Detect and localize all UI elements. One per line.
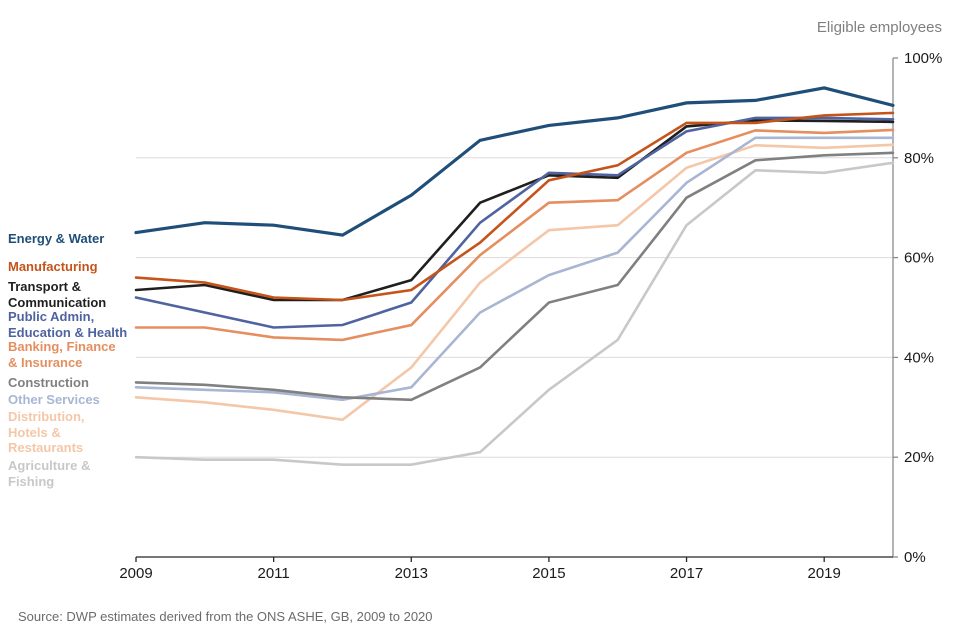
legend-label-energy-water: Energy & Water (8, 231, 105, 246)
line-construction (134, 151, 895, 402)
x-tick-label-2013: 2013 (395, 565, 428, 582)
line-energy-water (134, 86, 895, 237)
legend-label-construction: Construction (8, 375, 89, 390)
y-tick-label-80: 80% (904, 150, 934, 167)
legend-label-other-services: Other Services (8, 392, 100, 407)
x-tick-label-2011: 2011 (258, 565, 290, 582)
x-tick-label-2017: 2017 (670, 565, 703, 582)
legend-label-distribution-hotels-restaurants: Distribution, Hotels & Restaurants (8, 409, 85, 455)
y-tick-label-100: 100% (904, 50, 942, 67)
x-tick-label-2009: 2009 (119, 565, 152, 582)
line-banking-finance-insurance (134, 128, 895, 342)
y-tick-label-60: 60% (904, 250, 934, 267)
line-agriculture-fishing (134, 161, 895, 467)
source-note: Source: DWP estimates derived from the O… (18, 609, 433, 624)
x-tick-label-2019: 2019 (807, 565, 840, 582)
legend-label-public-admin-education-health: Public Admin, Education & Health (8, 309, 128, 340)
y-tick-label-40: 40% (904, 349, 934, 366)
line-other-services (134, 136, 895, 402)
x-tick-label-2015: 2015 (532, 565, 565, 582)
y-tick-label-20: 20% (904, 449, 934, 466)
line-manufacturing (134, 111, 895, 302)
line-distribution-hotels-restaurants (134, 143, 895, 422)
legend-label-banking-finance-insurance: Banking, Finance & Insurance (8, 339, 116, 370)
line-public-admin-education-health (134, 116, 895, 329)
legend-label-transport-communication: Transport & Communication (8, 279, 107, 310)
chart-legend: Energy & Water Manufacturing Transport & C… (0, 0, 136, 560)
legend-label-agriculture-fishing: Agriculture & Fishing (8, 458, 91, 489)
legend-label-manufacturing: Manufacturing (8, 259, 98, 274)
y-tick-label-0: 0% (904, 549, 926, 566)
y-axis-title: Eligible employees (816, 19, 942, 36)
